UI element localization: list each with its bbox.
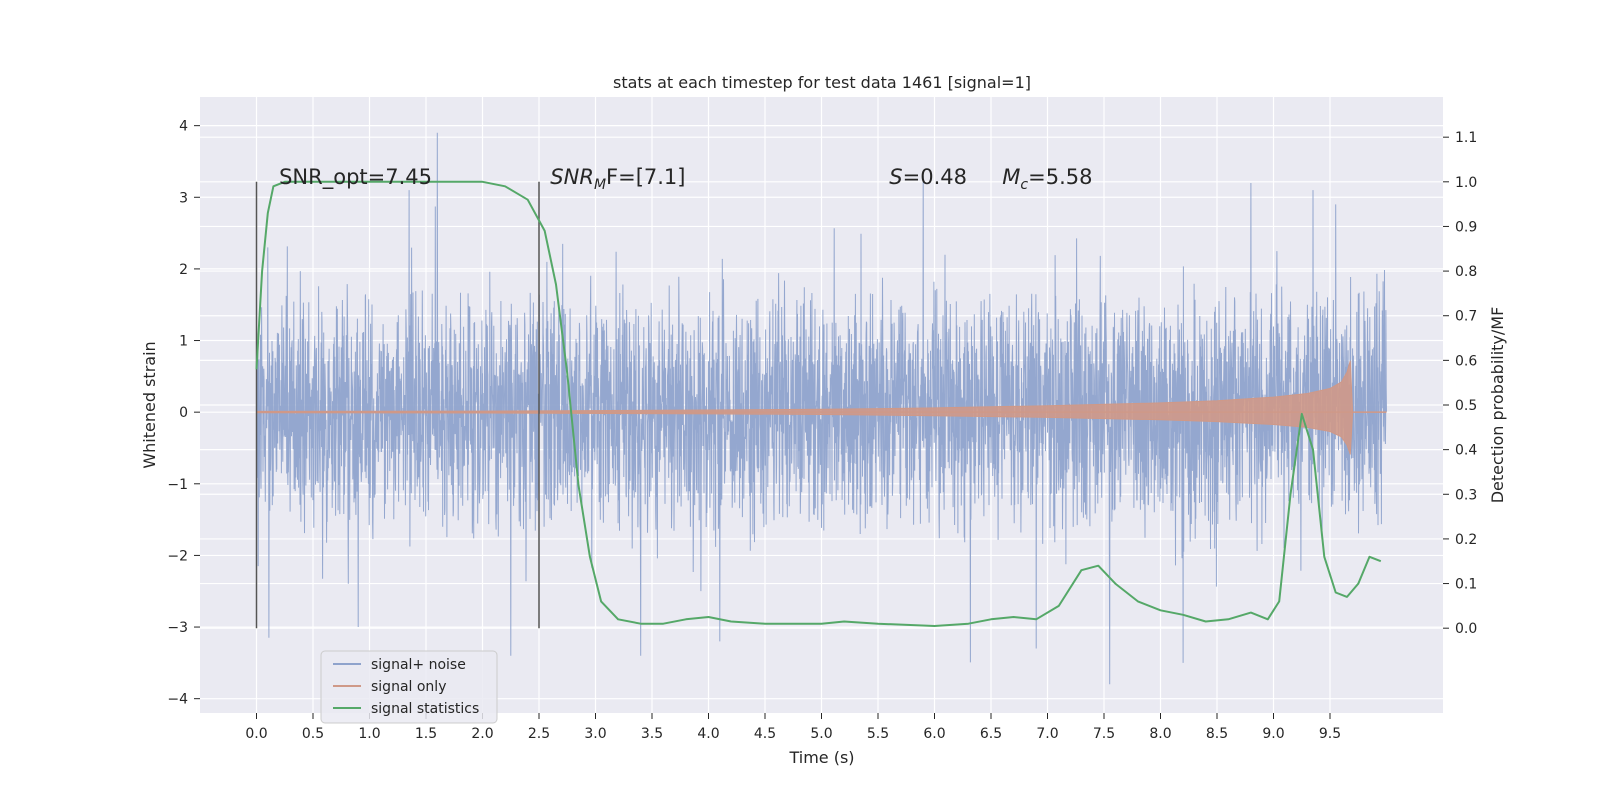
x-tick-label-9: 4.5 <box>754 726 776 742</box>
x-tick-label-1: 0.5 <box>302 726 324 742</box>
annotation-snr-mf-sub: M <box>594 177 606 193</box>
statistics-line <box>255 180 1382 627</box>
x-tick-label-10: 5.0 <box>810 726 832 742</box>
legend-box <box>320 650 498 724</box>
vertical-markers <box>255 181 540 629</box>
y-left-tick-label-3: 1 <box>179 334 188 350</box>
y-right-tick-label-8: 0.3 <box>1455 487 1477 503</box>
x-tick-label-8: 4.0 <box>697 726 719 742</box>
x-tick-label-18: 9.0 <box>1262 726 1284 742</box>
y-left-tick-label-8: −4 <box>167 692 188 708</box>
y-left-tick-label-2: 2 <box>179 262 188 278</box>
annotation-mc-sub: c <box>1020 177 1028 193</box>
statistics-series <box>255 180 1382 627</box>
annotation-s-rest: =0.48 <box>903 165 967 189</box>
annotation-mc-rest: =5.58 <box>1028 165 1092 189</box>
x-tick-label-14: 7.0 <box>1036 726 1058 742</box>
x-tick-label-7: 3.5 <box>641 726 663 742</box>
y-left-tick-label-5: −1 <box>167 477 188 493</box>
y-left-tick-label-6: −2 <box>167 548 188 564</box>
legend-label-signal: signal only <box>371 679 446 695</box>
y-right-tick-label-11: 0.0 <box>1455 621 1477 637</box>
y-right-tick-label-3: 0.8 <box>1455 264 1477 280</box>
signal-series <box>256 360 1387 455</box>
x-tick-label-5: 2.5 <box>528 726 550 742</box>
y-right-ticks: 1.1 1.0 0.9 0.8 0.7 0.6 0.5 0.4 0.3 0.2 0.1 0.0 <box>1443 130 1477 637</box>
x-tick-label-16: 8.0 <box>1149 726 1171 742</box>
legend-label-statistics: signal statistics <box>371 701 479 717</box>
y-axis-label-left: Whitened strain <box>140 341 159 468</box>
legend-label-noise: signal+ noise <box>371 657 466 673</box>
y-left-tick-label-4: 0 <box>179 405 188 421</box>
y-left-tick-label-1: 3 <box>179 190 188 206</box>
x-axis-label: Time (s) <box>788 748 854 767</box>
x-tick-label-2: 1.0 <box>358 726 380 742</box>
x-tick-label-0: 0.0 <box>245 726 267 742</box>
x-tick-label-4: 2.0 <box>471 726 493 742</box>
x-tick-label-3: 1.5 <box>415 726 437 742</box>
y-right-tick-label-2: 0.9 <box>1455 219 1477 235</box>
y-right-tick-label-9: 0.2 <box>1455 532 1477 548</box>
y-left-tick-label-7: −3 <box>167 620 188 636</box>
y-right-tick-label-5: 0.6 <box>1455 353 1477 369</box>
x-tick-label-19: 9.5 <box>1319 726 1341 742</box>
y-right-tick-label-6: 0.5 <box>1455 398 1477 414</box>
y-left-ticks: 4 3 2 1 0 −1 −2 −3 −4 <box>167 119 200 708</box>
y-right-tick-label-4: 0.7 <box>1455 309 1477 325</box>
annotation-mc-value: Mc=5.58 <box>1002 165 1092 193</box>
x-tick-label-6: 3.0 <box>584 726 606 742</box>
y-right-tick-label-0: 1.1 <box>1455 130 1477 146</box>
y-axis-label-right: Detection probability/MF <box>1488 307 1507 504</box>
noise-line <box>256 132 1387 685</box>
x-tick-label-13: 6.5 <box>980 726 1002 742</box>
annotation-snr-mf-base: SNR <box>550 165 594 189</box>
x-tick-label-12: 6.0 <box>923 726 945 742</box>
x-tick-label-17: 8.5 <box>1206 726 1228 742</box>
x-tick-label-11: 5.5 <box>867 726 889 742</box>
annotation-s-italic: S <box>889 165 902 189</box>
annotation-mc-base: M <box>1002 165 1020 189</box>
y-right-tick-label-7: 0.4 <box>1455 443 1477 459</box>
y-left-tick-label-0: 4 <box>179 119 188 135</box>
annotation-snr-mf: SNRMF=[7.1] <box>550 165 685 193</box>
y-right-tick-label-1: 1.0 <box>1455 175 1477 191</box>
noise-series <box>256 132 1387 685</box>
annotation-snr-mf-rest: F=[7.1] <box>606 165 685 189</box>
legend: signal+ noise signal only signal statist… <box>320 650 498 724</box>
chart-title: stats at each timestep for test data 146… <box>613 73 1031 92</box>
annotation-snr-opt: SNR_opt=7.45 <box>279 165 432 190</box>
y-right-tick-label-10: 0.1 <box>1455 577 1477 593</box>
annotation-s-value: S=0.48 <box>889 165 967 189</box>
x-ticks: 0.0 0.5 1.0 1.5 2.0 2.5 3.0 3.5 4.0 4.5 5.0 5.5 6.0 6… <box>245 713 1341 742</box>
x-tick-label-15: 7.5 <box>1093 726 1115 742</box>
